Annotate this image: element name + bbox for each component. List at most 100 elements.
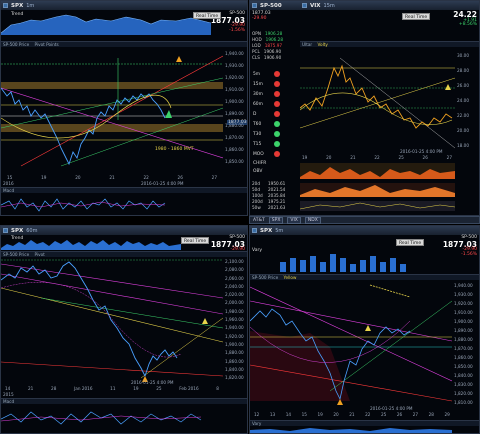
signal-dot (274, 111, 280, 117)
header-change: -29.90 (252, 16, 267, 21)
real-time-button[interactable]: Real Time (193, 12, 222, 19)
year-label: 2015 (3, 392, 14, 397)
timeframe-label[interactable]: 60m (26, 227, 38, 234)
price-study-label: SP-500 Price (252, 275, 279, 280)
signal-dot (274, 121, 280, 127)
price-axis: 1,940.00 1,930.00 1,920.00 1,910.00 1,900.… (454, 283, 473, 405)
date-axis: 12 13 14 15 19 20 21 22 25 26 27 28 29 (254, 412, 450, 417)
price-chart (250, 284, 452, 405)
price-change: -29.90 (230, 23, 245, 28)
signal-dot (274, 131, 280, 137)
timeframe-label[interactable]: 1m (26, 2, 35, 9)
quote-row: LOD 1875.97 (252, 43, 283, 48)
timeframe-label[interactable]: 15m (323, 2, 335, 9)
timestamp: 2016-01-25 4:00 PM (370, 406, 413, 411)
chart-pane-top-right[interactable]: SP-500 1877.03 -29.90 OPN 1906.28 HOD 1906… (249, 0, 480, 216)
chart-pane-bottom-left[interactable]: SPX 60m Trend SP-500 1877.03 -29.90 -1.5… (0, 225, 248, 434)
pivot-study-label: Pivot Points (34, 42, 59, 47)
trend-histogram (1, 240, 181, 250)
pane-title: SP-500 (229, 11, 245, 16)
volume-histogram (300, 163, 455, 211)
symbol-label[interactable]: VIX (310, 2, 321, 9)
vix-chart-header: VIX 15m (300, 1, 479, 10)
indicator-header: Vary (250, 420, 479, 426)
link-icon[interactable] (3, 228, 8, 233)
pane-title: SP-500 (229, 235, 245, 240)
last-price: 1877.03 (210, 15, 245, 25)
real-time-button[interactable]: Real Time (402, 13, 431, 20)
signal-row: T30 (253, 131, 280, 137)
percent-change: -1.56% (461, 251, 477, 257)
price-study-label: SP-500 Price (3, 252, 30, 257)
taskbar-item-spx[interactable]: SPX (268, 216, 284, 224)
vary-label: Vary (252, 421, 262, 426)
pivot-study-label: Pivot (34, 252, 45, 257)
taskbar-item-vix[interactable]: VIX (287, 216, 301, 224)
link-icon[interactable] (252, 3, 257, 8)
chart-pane-bottom-right[interactable]: SPX 5m SP-500 1877.03 -29.90 -1.56% Real… (249, 225, 480, 434)
price-chart (1, 55, 223, 167)
taskbar-item-ndx[interactable]: NDX (304, 216, 321, 224)
timestamp: 2016-01-25 4:00 PM (400, 149, 443, 154)
macd-chart (1, 411, 202, 425)
price-change: +1.91 (463, 17, 477, 23)
mvt-annotation: 1980 - 1860 MVT (155, 147, 194, 152)
yellow-study-label: Yellow (283, 275, 297, 280)
date-axis: 19 20 21 22 25 26 27 (302, 155, 452, 160)
price-axis: 1,940.00 1,930.00 1,920.00 1,910.00 1,900.… (225, 51, 244, 164)
quote-row: OPN 1906.28 (252, 31, 283, 36)
signal-row: 30m (253, 91, 280, 97)
macd-label: Macd (3, 399, 15, 404)
ma-table: 20d 1950.61 50d 2021.54 100d 2035.84 200d 19… (252, 181, 285, 211)
pane-title: SP-500 (461, 235, 477, 240)
ma-row: 20d 1950.61 (252, 181, 286, 186)
study-label: Trend (11, 12, 24, 17)
price-study-label: SP-500 Price (3, 42, 30, 47)
symbol-label[interactable]: SPX (11, 227, 24, 234)
link-icon[interactable] (302, 3, 307, 8)
timestamp: 2016-01-25 4:00 PM (131, 380, 174, 385)
symbol-label[interactable]: SPX (11, 2, 24, 9)
percent-change: +8.56% (458, 22, 477, 27)
level-tag: 1877.03 (227, 120, 247, 125)
signal-row: 60m (253, 101, 280, 107)
signal-row: 5m (253, 71, 280, 77)
signal-row: 15m (253, 81, 280, 87)
signal-dot (274, 141, 280, 147)
real-time-button[interactable]: Real Time (396, 239, 425, 246)
main-chart-header: SP-500 Price Pivot Points (1, 41, 247, 47)
window-taskbar: AT&T SPX VIX NDX (249, 216, 480, 224)
main-chart-header: Ultar Volty (300, 41, 479, 47)
macd-label: Macd (3, 188, 15, 193)
ma-row: 200d 1975.21 (252, 199, 286, 204)
study-label: Trend (11, 236, 24, 241)
header-price: 1877.03 (252, 11, 271, 16)
link-icon[interactable] (252, 228, 257, 233)
real-time-button[interactable]: Real Time (181, 237, 210, 244)
indicator-header: Macd (1, 187, 247, 193)
trend-histogram (1, 14, 211, 35)
chart-pane-top-left[interactable]: SPX 1m Trend SP-500 1877.03 -29.90 -1.56… (0, 0, 248, 216)
extra-row: OBV (253, 169, 263, 174)
signal-dot (274, 101, 280, 107)
ma-row: 50d 2021.54 (252, 187, 286, 192)
year-label: 2016 (3, 181, 14, 186)
quote-row: PCL 1906.90 (252, 49, 282, 54)
price-axis: 2,100.00 2,080.00 2,060.00 2,040.00 2,020.… (225, 259, 244, 381)
vary-histogram (280, 254, 406, 272)
main-chart-header: SP-500 Price Pivot (1, 251, 247, 257)
vix-chart (300, 57, 455, 149)
study-label-2: Volty (317, 42, 328, 47)
timeframe-label[interactable]: 5m (275, 227, 284, 234)
chart-header: SPX 1m (1, 1, 247, 10)
chart-header: SPX 5m (250, 226, 479, 235)
last-price: 24.22 (453, 10, 477, 19)
timestamp: 2016-01-25 4:00 PM (141, 181, 184, 186)
signal-row: D (253, 111, 280, 117)
vix-price-axis: 30.00 28.00 26.00 24.00 22.00 20.00 18.00 (457, 53, 469, 148)
extra-row: CHIFR (253, 161, 267, 166)
link-icon[interactable] (3, 3, 8, 8)
left-panel-header: SP-500 (250, 1, 300, 10)
symbol-label[interactable]: SPX (260, 227, 273, 234)
panel-title: SP-500 (260, 2, 282, 9)
